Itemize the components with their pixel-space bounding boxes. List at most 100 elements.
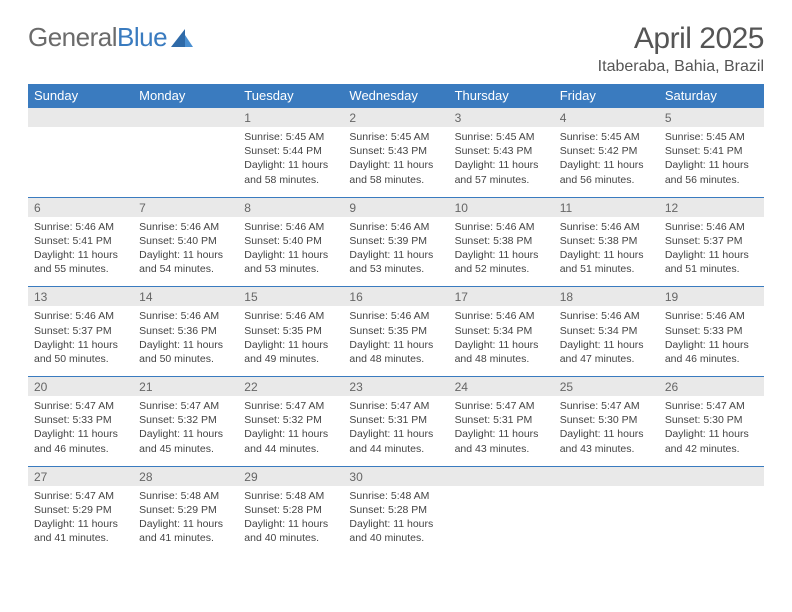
day-content-cell: Sunrise: 5:47 AMSunset: 5:32 PMDaylight:… [133,396,238,466]
day-detail-line: Sunset: 5:37 PM [665,234,758,248]
day-detail-line: and 47 minutes. [560,352,653,366]
day-detail-line: Sunset: 5:43 PM [455,144,548,158]
day-detail-line: Sunset: 5:38 PM [455,234,548,248]
day-number-cell: 1 [238,108,343,128]
day-detail-line: Daylight: 11 hours [244,427,337,441]
day-detail-line: Sunset: 5:34 PM [560,324,653,338]
day-detail-line: Daylight: 11 hours [139,338,232,352]
day-content-cell [28,127,133,197]
day-number-cell: 6 [28,197,133,217]
page-root: GeneralBlue April 2025 Itaberaba, Bahia,… [0,0,792,577]
day-detail-line: and 48 minutes. [455,352,548,366]
weekday-header: Friday [554,84,659,108]
day-number-cell: 18 [554,287,659,307]
day-detail-line: Sunrise: 5:45 AM [665,130,758,144]
day-detail-line: Sunset: 5:33 PM [665,324,758,338]
day-content-cell: Sunrise: 5:48 AMSunset: 5:29 PMDaylight:… [133,486,238,556]
day-detail-line: Sunrise: 5:47 AM [244,399,337,413]
day-detail-line: Sunset: 5:32 PM [244,413,337,427]
day-detail-line: Daylight: 11 hours [455,427,548,441]
brand-blue: Blue [117,22,167,52]
day-content-row: Sunrise: 5:46 AM Sunset: 5:37 PM Daylight:… [28,306,764,376]
calendar-header-row: SundayMondayTuesdayWednesdayThursdayFrid… [28,84,764,108]
day-number-cell: 7 [133,197,238,217]
day-detail-line: Sunset: 5:33 PM [34,413,127,427]
day-detail-line: and 53 minutes. [244,262,337,276]
day-content-cell: Sunrise: 5:47 AMSunset: 5:33 PMDaylight:… [28,396,133,466]
day-content-row: Sunrise: 5:45 AMSunset: 5:44 PMDaylight:… [28,127,764,197]
day-detail-line: Sunrise: 5:46 AM [244,220,337,234]
day-detail-line: and 44 minutes. [349,442,442,456]
day-content-cell [554,486,659,556]
day-detail-line: Daylight: 11 hours [560,248,653,262]
day-detail-line: Daylight: 11 hours [349,158,442,172]
day-detail-line: Daylight: 11 hours [139,248,232,262]
day-number-cell: 25 [554,377,659,397]
day-number-cell: 22 [238,377,343,397]
day-detail-line: and 40 minutes. [244,531,337,545]
day-detail-line: and 52 minutes. [455,262,548,276]
day-detail-line: Sunset: 5:43 PM [349,144,442,158]
day-detail-line: Sunset: 5:35 PM [349,324,442,338]
day-number-cell: 9 [343,197,448,217]
day-detail-line: Sunset: 5:35 PM [244,324,337,338]
day-number-cell: 19 [659,287,764,307]
day-detail-line: Sunset: 5:41 PM [34,234,127,248]
day-number-cell [659,466,764,486]
day-detail-line: Sunset: 5:28 PM [349,503,442,517]
day-number-cell: 15 [238,287,343,307]
day-content-cell: Sunrise: 5:46 AMSunset: 5:40 PMDaylight:… [238,217,343,287]
day-content-row: Sunrise: 5:47 AMSunset: 5:29 PMDaylight:… [28,486,764,556]
day-number-cell: 16 [343,287,448,307]
day-detail-line: Daylight: 11 hours [34,517,127,531]
day-detail-line: Daylight: 11 hours [244,248,337,262]
day-number-cell: 2 [343,108,448,128]
day-detail-line: Daylight: 11 hours [349,248,442,262]
day-detail-line: and 54 minutes. [139,262,232,276]
day-detail-line: Sunrise: 5:47 AM [560,399,653,413]
day-content-cell [449,486,554,556]
day-detail-line: Sunrise: 5:46 AM [139,309,232,323]
day-detail-line: Daylight: 11 hours [665,427,758,441]
day-content-cell: Sunrise: 5:48 AMSunset: 5:28 PMDaylight:… [343,486,448,556]
day-detail-line: and 55 minutes. [34,262,127,276]
day-detail-line: Sunrise: 5:46 AM [34,220,127,234]
day-number-cell: 14 [133,287,238,307]
day-detail-line: Daylight: 11 hours [560,158,653,172]
day-detail-line: Sunset: 5:38 PM [560,234,653,248]
day-detail-line: Sunset: 5:34 PM [455,324,548,338]
day-content-cell: Sunrise: 5:45 AMSunset: 5:44 PMDaylight:… [238,127,343,197]
day-content-cell: Sunrise: 5:46 AMSunset: 5:34 PMDaylight:… [554,306,659,376]
day-detail-line: and 43 minutes. [560,442,653,456]
weekday-header: Tuesday [238,84,343,108]
day-number-cell: 8 [238,197,343,217]
day-content-cell: Sunrise: 5:46 AMSunset: 5:38 PMDaylight:… [554,217,659,287]
day-number-cell: 21 [133,377,238,397]
day-number-cell: 17 [449,287,554,307]
day-detail-line: Sunrise: 5:48 AM [244,489,337,503]
day-content-cell: Sunrise: 5:45 AMSunset: 5:42 PMDaylight:… [554,127,659,197]
day-detail-line: Sunrise: 5:48 AM [349,489,442,503]
day-detail-line: Sunset: 5:37 PM [34,324,127,338]
day-detail-line: Daylight: 11 hours [244,517,337,531]
day-detail-line: Sunrise: 5:46 AM [665,309,758,323]
day-detail-line: Sunset: 5:30 PM [560,413,653,427]
day-detail-line: Sunrise: 5:45 AM [244,130,337,144]
day-detail-line: and 58 minutes. [349,173,442,187]
day-detail-line: Sunset: 5:28 PM [244,503,337,517]
day-detail-line: and 49 minutes. [244,352,337,366]
day-detail-line: Sunrise: 5:47 AM [455,399,548,413]
day-detail-line: and 45 minutes. [139,442,232,456]
day-detail-line: Sunset: 5:29 PM [139,503,232,517]
calendar-table: SundayMondayTuesdayWednesdayThursdayFrid… [28,84,764,555]
day-content-cell: Sunrise: 5:45 AMSunset: 5:41 PMDaylight:… [659,127,764,197]
day-number-cell: 30 [343,466,448,486]
day-detail-line: Daylight: 11 hours [349,517,442,531]
day-detail-line: Daylight: 11 hours [139,427,232,441]
day-content-cell: Sunrise: 5:45 AMSunset: 5:43 PMDaylight:… [449,127,554,197]
day-detail-line: Sunset: 5:30 PM [665,413,758,427]
day-detail-line: Sunrise: 5:46 AM [455,309,548,323]
day-number-row: 20212223242526 [28,377,764,397]
day-content-cell: Sunrise: 5:46 AMSunset: 5:36 PMDaylight:… [133,306,238,376]
day-detail-line: Daylight: 11 hours [34,248,127,262]
